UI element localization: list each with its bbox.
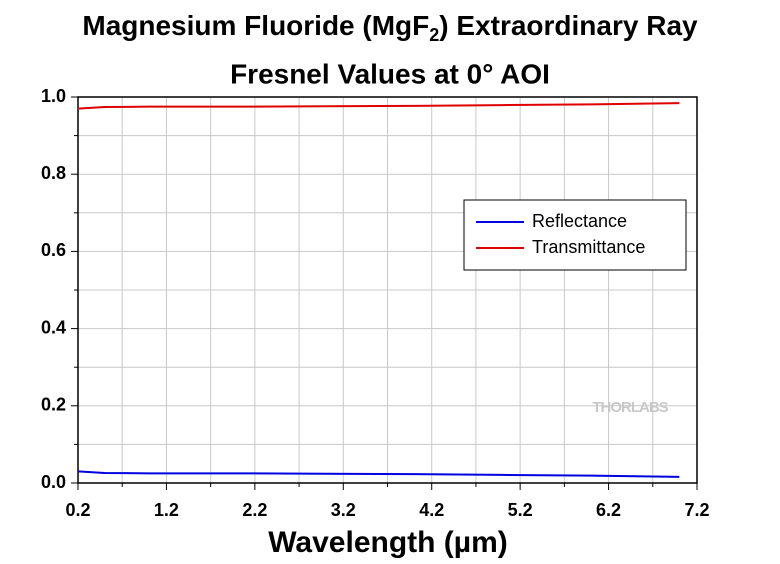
- y-tick-label: 0.0: [41, 472, 66, 492]
- chart-title: Magnesium Fluoride (MgF2) Extraordinary …: [82, 10, 698, 44]
- legend-label: Transmittance: [532, 237, 645, 257]
- x-tick-label: 1.2: [154, 500, 179, 520]
- x-tick-label: 6.2: [596, 500, 621, 520]
- watermark: THORLABS: [592, 399, 668, 416]
- line-series: [77, 102, 680, 110]
- y-tick-label: 1.0: [41, 86, 66, 106]
- y-tick-label: 0.4: [41, 317, 66, 337]
- x-tick-label: 7.2: [684, 500, 709, 520]
- x-axis-label: Wavelength (µm): [268, 526, 508, 559]
- y-tick-label: 0.8: [41, 163, 66, 183]
- title-part: Magnesium Fluoride (MgF: [82, 10, 429, 41]
- x-tick-label: 5.2: [508, 500, 533, 520]
- x-tick-label: 3.2: [331, 500, 356, 520]
- line-series: [77, 470, 680, 478]
- chart-subtitle: Fresnel Values at 0° AOI: [230, 58, 550, 89]
- x-tick-label: 2.2: [242, 500, 267, 520]
- legend-label: Reflectance: [532, 211, 627, 231]
- y-tick-label: 0.6: [41, 240, 66, 260]
- y-tick-label: 0.2: [41, 395, 66, 415]
- x-tick-label: 0.2: [65, 500, 90, 520]
- x-tick-label: 4.2: [419, 500, 444, 520]
- title-subscript: 2: [429, 25, 439, 45]
- plot-frame: [77, 96, 698, 484]
- title-part: ) Extraordinary Ray: [439, 10, 698, 41]
- legend-box: [463, 199, 687, 271]
